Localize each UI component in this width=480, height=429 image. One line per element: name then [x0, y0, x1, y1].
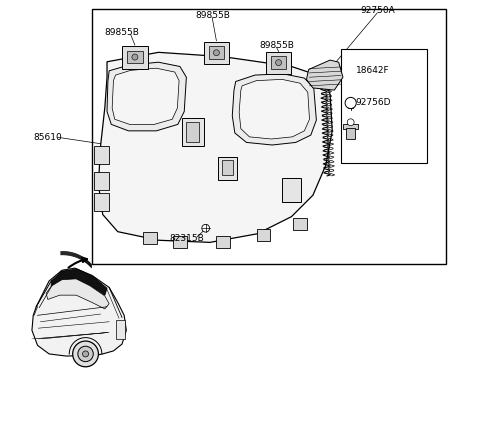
Bar — [209, 46, 224, 59]
Circle shape — [72, 341, 98, 367]
Bar — [343, 124, 359, 129]
Polygon shape — [98, 52, 332, 242]
Bar — [216, 236, 230, 248]
Text: 92756D: 92756D — [356, 99, 391, 107]
Polygon shape — [32, 268, 126, 356]
Bar — [257, 229, 270, 241]
Bar — [94, 172, 109, 190]
Circle shape — [78, 346, 93, 362]
Circle shape — [83, 351, 89, 357]
Bar — [218, 157, 237, 180]
Bar — [94, 193, 109, 211]
Bar — [122, 46, 148, 69]
Circle shape — [345, 97, 356, 109]
Text: 92750A: 92750A — [360, 6, 395, 15]
Bar — [271, 56, 287, 69]
Bar — [222, 160, 233, 175]
Bar — [204, 42, 229, 64]
Polygon shape — [112, 68, 179, 124]
Bar — [116, 320, 125, 339]
Text: 18642F: 18642F — [356, 66, 389, 75]
Circle shape — [276, 60, 282, 66]
Bar — [282, 178, 301, 202]
Bar — [266, 52, 291, 74]
Polygon shape — [239, 79, 310, 139]
Bar — [143, 232, 157, 244]
Bar — [293, 218, 307, 230]
Polygon shape — [307, 60, 343, 90]
Polygon shape — [232, 74, 316, 145]
Polygon shape — [107, 62, 186, 131]
Text: 89855B: 89855B — [105, 28, 140, 36]
Bar — [347, 128, 355, 139]
Bar — [92, 9, 446, 264]
Bar — [341, 49, 427, 163]
Circle shape — [202, 224, 210, 232]
Polygon shape — [46, 279, 109, 309]
Bar — [127, 51, 143, 63]
Bar — [94, 146, 109, 164]
Bar — [186, 122, 199, 142]
Bar — [173, 236, 187, 248]
Circle shape — [347, 119, 354, 126]
Polygon shape — [51, 269, 107, 295]
Text: 89855B: 89855B — [259, 41, 294, 49]
Circle shape — [214, 50, 219, 56]
Text: 82315B: 82315B — [169, 234, 204, 242]
Circle shape — [132, 54, 138, 60]
Text: 85610: 85610 — [33, 133, 62, 142]
Text: 89855B: 89855B — [195, 11, 230, 19]
Bar — [182, 118, 204, 146]
